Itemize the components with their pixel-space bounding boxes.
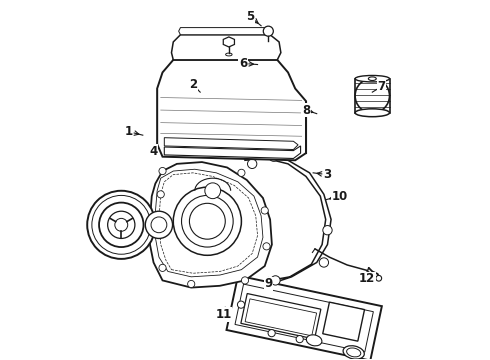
- Text: 12: 12: [359, 272, 375, 285]
- Circle shape: [190, 203, 225, 239]
- Circle shape: [271, 276, 280, 285]
- Ellipse shape: [368, 77, 376, 81]
- Polygon shape: [157, 60, 306, 160]
- Text: 2: 2: [189, 78, 197, 91]
- Text: 7: 7: [377, 80, 385, 93]
- Text: 5: 5: [246, 10, 254, 23]
- Ellipse shape: [346, 348, 361, 357]
- Circle shape: [99, 203, 144, 247]
- Circle shape: [269, 152, 278, 161]
- Circle shape: [263, 26, 273, 36]
- Circle shape: [188, 280, 195, 288]
- Polygon shape: [323, 302, 365, 341]
- Circle shape: [115, 219, 128, 231]
- Polygon shape: [235, 284, 373, 352]
- Text: 10: 10: [332, 190, 348, 203]
- Circle shape: [263, 243, 270, 250]
- Circle shape: [87, 191, 155, 259]
- Polygon shape: [172, 35, 281, 60]
- Text: 11: 11: [216, 308, 232, 321]
- Circle shape: [151, 217, 167, 233]
- Polygon shape: [226, 276, 382, 360]
- Circle shape: [108, 211, 135, 238]
- Circle shape: [247, 159, 257, 168]
- Ellipse shape: [306, 335, 322, 346]
- Text: 1: 1: [124, 125, 132, 138]
- Circle shape: [268, 329, 275, 337]
- Text: 8: 8: [302, 104, 310, 117]
- Circle shape: [92, 195, 151, 254]
- Polygon shape: [155, 169, 263, 277]
- Polygon shape: [179, 28, 272, 35]
- Circle shape: [146, 211, 172, 238]
- Polygon shape: [245, 155, 331, 284]
- Circle shape: [159, 264, 166, 271]
- Circle shape: [247, 263, 257, 273]
- Circle shape: [296, 336, 303, 343]
- Polygon shape: [150, 162, 272, 288]
- Circle shape: [205, 183, 220, 199]
- Circle shape: [319, 258, 329, 267]
- Polygon shape: [245, 299, 317, 336]
- Circle shape: [181, 195, 233, 247]
- Circle shape: [376, 275, 382, 281]
- Circle shape: [159, 167, 166, 175]
- Circle shape: [261, 207, 269, 214]
- Text: 3: 3: [323, 168, 332, 181]
- Polygon shape: [241, 293, 321, 339]
- Circle shape: [238, 301, 245, 308]
- Circle shape: [323, 226, 332, 235]
- Circle shape: [355, 78, 390, 113]
- Polygon shape: [223, 37, 234, 47]
- Circle shape: [157, 191, 164, 198]
- Ellipse shape: [343, 346, 364, 359]
- Circle shape: [242, 277, 248, 284]
- Ellipse shape: [355, 109, 390, 117]
- Text: 4: 4: [149, 145, 158, 158]
- Ellipse shape: [355, 76, 390, 82]
- Polygon shape: [164, 138, 298, 149]
- Polygon shape: [164, 146, 300, 158]
- Text: 9: 9: [264, 278, 272, 291]
- Circle shape: [173, 187, 242, 255]
- Circle shape: [238, 169, 245, 176]
- Text: 6: 6: [239, 57, 247, 70]
